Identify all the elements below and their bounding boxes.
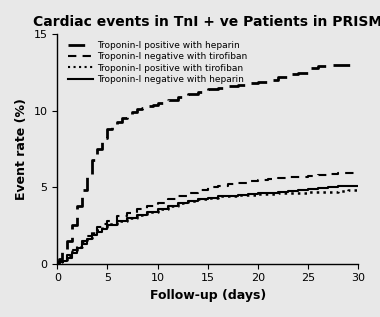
Y-axis label: Event rate (%): Event rate (%) <box>15 98 28 200</box>
Title: Cardiac events in TnI + ve Patients in PRISM: Cardiac events in TnI + ve Patients in P… <box>33 15 380 29</box>
X-axis label: Follow-up (days): Follow-up (days) <box>149 289 266 302</box>
Legend: Troponin-I positive with heparin, Troponin-I negative with tirofiban, Troponin-I: Troponin-I positive with heparin, Tropon… <box>68 41 247 84</box>
